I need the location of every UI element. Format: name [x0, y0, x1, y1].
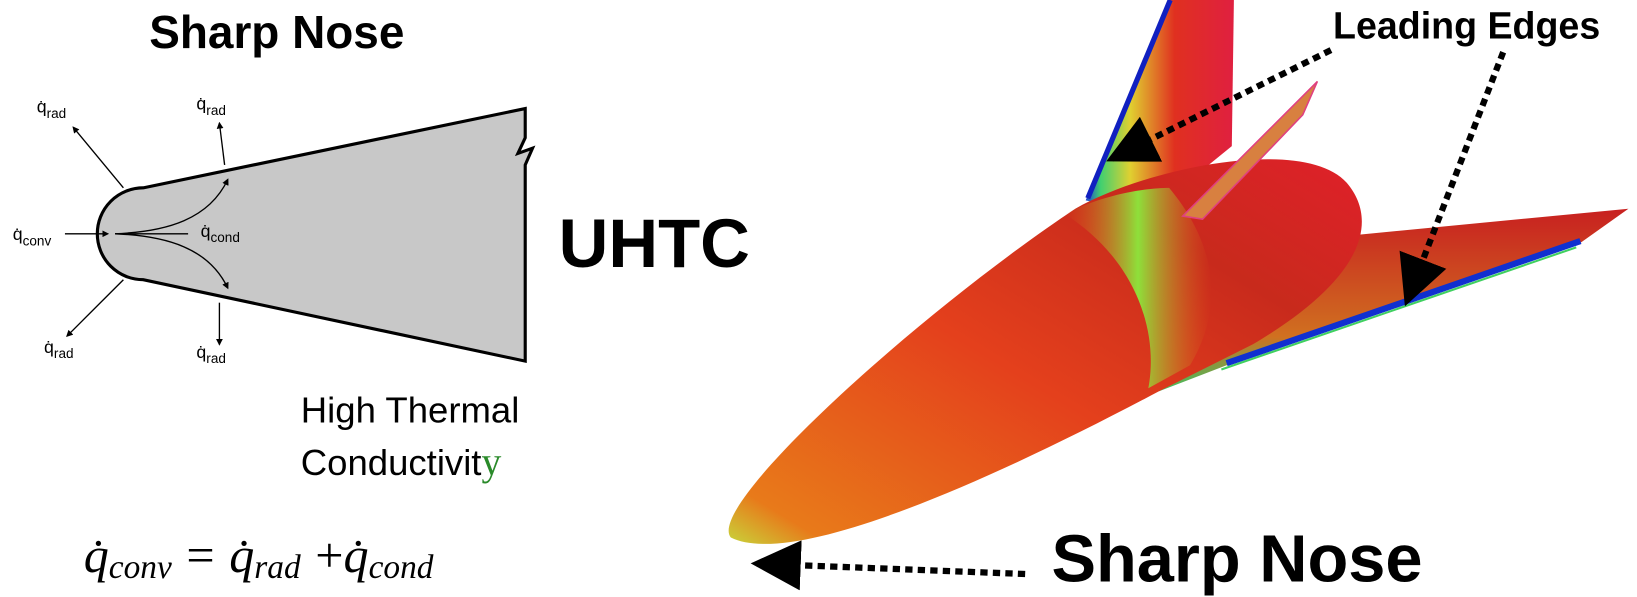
eq-symbol: q̇ — [229, 527, 254, 583]
equation: q̇conv=q̇rad+q̇cond — [84, 527, 434, 586]
svg-text:q̇rad: q̇rad — [44, 337, 73, 361]
eq-sub: rad — [254, 549, 301, 586]
material: UHTC — [559, 205, 750, 282]
svg-text:q̇rad: q̇rad — [196, 94, 225, 118]
property-tail: y — [481, 440, 501, 484]
eq-symbol: q̇ — [84, 527, 109, 583]
flux-symbol: q̇ — [13, 224, 23, 244]
eq-sub: conv — [109, 549, 172, 586]
flux-symbol: q̇ — [44, 337, 54, 357]
eq-op: = — [186, 527, 214, 583]
property-line2: Conductivity — [301, 440, 502, 484]
svg-text:q̇rad: q̇rad — [37, 97, 66, 121]
flux-symbol: q̇ — [196, 94, 206, 114]
flux-sub: conv — [23, 233, 52, 248]
flux-sub: rad — [47, 106, 67, 121]
sharp-nose-label: Sharp Nose — [1051, 522, 1422, 596]
property-line1: High Thermal — [301, 390, 520, 431]
page: Sharp Nose q̇rad q̇rad q̇conv q̇cond q̇r… — [0, 0, 1637, 597]
svg-text:q̇conv: q̇conv — [13, 224, 52, 248]
flux-sub: rad — [206, 351, 226, 366]
flux-sub: rad — [54, 346, 74, 361]
leading-edges-label: Leading Edges — [1333, 5, 1600, 47]
slide: Sharp Nose q̇rad q̇rad q̇conv q̇cond q̇r… — [0, 0, 1637, 597]
flux-symbol: q̇ — [37, 97, 47, 117]
flux-symbol: q̇ — [201, 221, 211, 241]
svg-text:q̇rad: q̇rad — [196, 342, 225, 366]
eq-sub: cond — [369, 549, 434, 586]
left-title: Sharp Nose — [149, 6, 404, 58]
property-text: Conductivit — [301, 442, 482, 483]
flux-sub: rad — [206, 103, 226, 118]
eq-symbol: q̇ — [344, 527, 369, 583]
nose-section — [97, 109, 532, 362]
flux-sub: cond — [211, 230, 240, 245]
flux-symbol: q̇ — [196, 342, 206, 362]
eq-op: + — [315, 527, 343, 583]
